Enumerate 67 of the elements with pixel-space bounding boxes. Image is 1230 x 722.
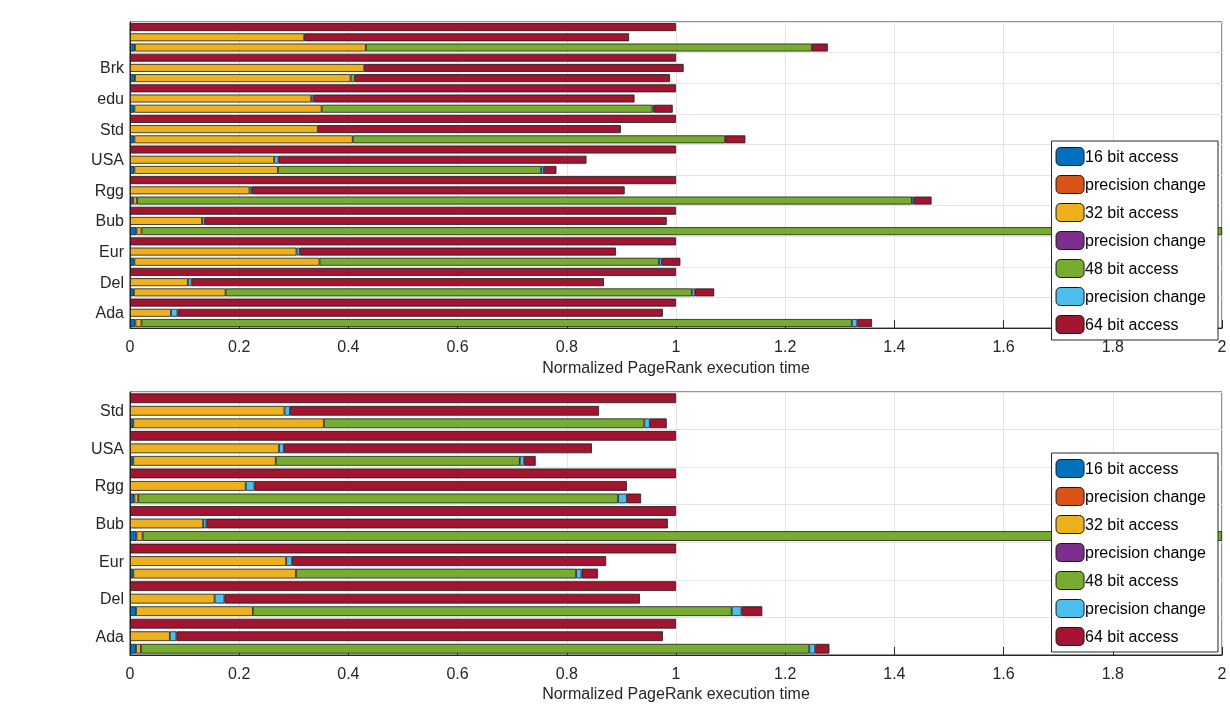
bar bbox=[354, 74, 670, 83]
bar bbox=[654, 104, 673, 113]
x-axis-title: Normalized PageRank execution time bbox=[542, 685, 810, 703]
bar bbox=[206, 518, 668, 529]
y-tick-label: Ada bbox=[95, 627, 125, 645]
bar bbox=[543, 165, 557, 174]
x-tick-label: 0.2 bbox=[228, 664, 251, 682]
legend-label: 32 bit access bbox=[1085, 516, 1179, 533]
legend-label: 32 bit access bbox=[1085, 204, 1179, 221]
y-tick-label: Std bbox=[99, 402, 124, 420]
y-tick-label: Eur bbox=[99, 552, 125, 570]
x-tick-label: 1.2 bbox=[774, 337, 797, 355]
y-tick-label: Bub bbox=[95, 212, 125, 230]
y-tick-label: Rgg bbox=[94, 181, 124, 199]
y-tick-label: Bub bbox=[95, 515, 125, 532]
y-tick-label: Brk bbox=[100, 59, 125, 77]
bar bbox=[204, 216, 667, 225]
y-tick-label: Rgg bbox=[94, 477, 124, 495]
y-tick-label: USA bbox=[91, 151, 125, 169]
x-tick-label: 1.6 bbox=[992, 664, 1015, 682]
y-tick-label: edu bbox=[97, 90, 124, 108]
x-tick-label: 2 bbox=[1217, 664, 1227, 682]
legend-label: precision change bbox=[1085, 488, 1207, 505]
y-tick-label: Ada bbox=[95, 304, 125, 322]
y-tick-label: USA bbox=[91, 439, 125, 457]
x-tick-label: 1.6 bbox=[992, 337, 1015, 355]
y-tick-label: Std bbox=[99, 120, 124, 138]
legend-label: precision change bbox=[1085, 176, 1207, 193]
x-tick-label: 2 bbox=[1217, 337, 1227, 355]
x-tick-label: 0.8 bbox=[555, 664, 579, 682]
x-tick-label: 0.8 bbox=[555, 337, 579, 355]
bar bbox=[524, 456, 536, 466]
x-tick-label: 1.4 bbox=[883, 337, 906, 355]
x-tick-label: 0.2 bbox=[228, 337, 251, 355]
bar bbox=[191, 278, 604, 287]
legend-label: 48 bit access bbox=[1085, 572, 1179, 589]
x-tick-label: 1 bbox=[671, 664, 681, 682]
y-tick-label: Del bbox=[99, 590, 124, 608]
bar bbox=[134, 74, 351, 83]
legend-label: precision change bbox=[1085, 544, 1207, 561]
x-tick-label: 1.2 bbox=[774, 664, 797, 682]
legend-label: 48 bit access bbox=[1085, 260, 1179, 277]
x-tick-label: 0.6 bbox=[446, 664, 469, 682]
legend-label: 64 bit access bbox=[1085, 316, 1179, 333]
x-tick-label: 0.6 bbox=[446, 337, 469, 355]
legend-label: 16 bit access bbox=[1085, 148, 1179, 165]
y-tick-label: Del bbox=[99, 273, 124, 291]
x-tick-label: 0 bbox=[125, 337, 135, 355]
bar bbox=[283, 443, 592, 454]
legend-label: precision change bbox=[1085, 232, 1207, 249]
bar bbox=[661, 257, 681, 266]
x-axis-title: Normalized PageRank execution time bbox=[542, 358, 810, 376]
legend-label: precision change bbox=[1085, 600, 1207, 617]
bar bbox=[914, 196, 932, 205]
x-tick-label: 1.8 bbox=[1101, 664, 1125, 682]
x-tick-label: 1.4 bbox=[883, 664, 906, 682]
x-tick-label: 0.4 bbox=[337, 337, 360, 355]
x-tick-label: 0 bbox=[125, 664, 135, 682]
legend-label: 16 bit access bbox=[1085, 460, 1179, 477]
x-tick-label: 0.4 bbox=[337, 664, 360, 682]
x-tick-label: 1 bbox=[671, 337, 681, 355]
bar bbox=[278, 155, 587, 164]
legend-label: precision change bbox=[1085, 288, 1207, 305]
legend-label: 64 bit access bbox=[1085, 628, 1179, 645]
y-tick-label: Eur bbox=[99, 243, 125, 261]
x-tick-label: 1.8 bbox=[1101, 337, 1125, 355]
bar bbox=[695, 288, 715, 297]
